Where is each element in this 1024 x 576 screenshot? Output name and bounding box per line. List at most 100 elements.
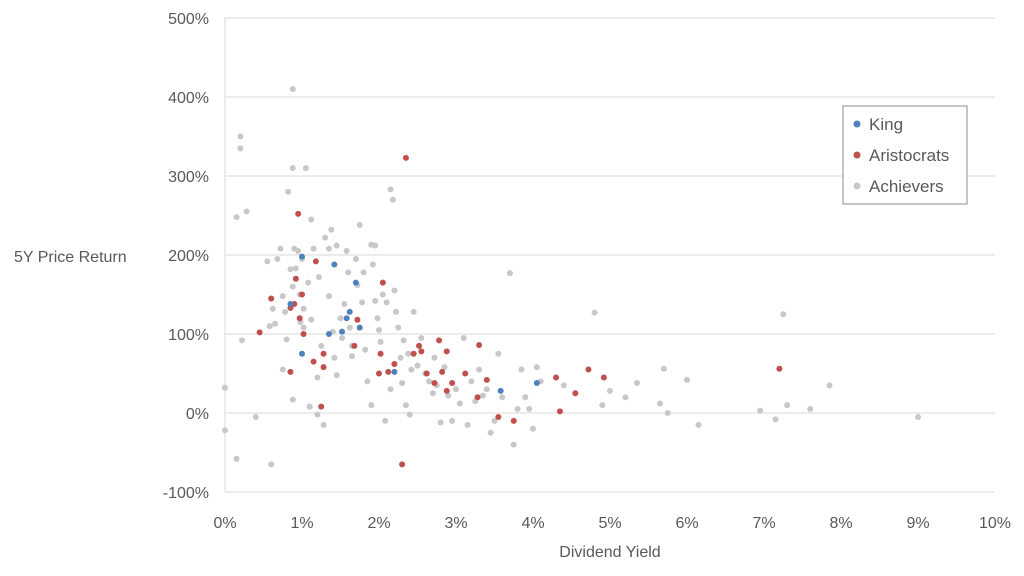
point-achievers [464, 421, 471, 428]
point-aristocrats [416, 342, 423, 349]
point-aristocrats [776, 365, 783, 372]
point-achievers [269, 305, 276, 312]
x-tick-label: 7% [752, 515, 775, 532]
point-aristocrats [320, 364, 327, 371]
point-achievers [359, 299, 366, 306]
point-achievers [368, 402, 375, 409]
point-achievers [300, 324, 307, 331]
point-aristocrats [312, 258, 319, 265]
point-aristocrats [483, 376, 490, 383]
point-achievers [405, 350, 412, 357]
point-achievers [437, 419, 444, 426]
point-achievers [395, 324, 402, 331]
point-aristocrats [436, 337, 443, 344]
point-achievers [302, 165, 309, 172]
point-achievers [518, 366, 525, 373]
point-achievers [780, 311, 787, 318]
point-achievers [772, 416, 779, 423]
point-aristocrats [443, 348, 450, 355]
point-achievers [431, 354, 438, 361]
point-achievers [333, 242, 340, 249]
point-achievers [328, 226, 335, 233]
point-aristocrats [310, 358, 317, 365]
point-aristocrats [462, 370, 469, 377]
point-achievers [383, 299, 390, 306]
point-achievers [222, 384, 228, 391]
point-achievers [695, 421, 702, 428]
point-king [331, 261, 338, 268]
point-aristocrats [385, 368, 392, 375]
point-achievers [233, 214, 240, 221]
point-achievers [414, 362, 421, 369]
x-axis-title: Dividend Yield [559, 544, 660, 561]
point-aristocrats [292, 275, 299, 282]
point-achievers [285, 188, 292, 195]
x-tick-label: 0% [213, 515, 236, 532]
point-aristocrats [391, 361, 398, 368]
point-achievers [292, 265, 299, 272]
point-achievers [664, 410, 671, 416]
point-achievers [289, 396, 296, 403]
x-tick-label: 1% [290, 515, 313, 532]
gridlines [225, 17, 995, 493]
point-achievers [352, 255, 359, 262]
point-achievers [372, 242, 379, 249]
point-aristocrats [585, 366, 592, 373]
point-achievers [379, 291, 386, 298]
x-tick-label: 9% [906, 515, 929, 532]
point-achievers [279, 366, 286, 373]
point-aristocrats [318, 403, 325, 410]
point-achievers [826, 382, 833, 389]
point-aristocrats [296, 315, 303, 322]
point-achievers [310, 245, 317, 252]
point-achievers [684, 376, 690, 383]
point-achievers [391, 287, 398, 294]
point-achievers [449, 417, 456, 424]
point-achievers [283, 336, 290, 343]
point-achievers [349, 353, 356, 360]
point-achievers [522, 394, 529, 401]
point-achievers [533, 364, 540, 371]
point-achievers [314, 374, 321, 381]
point-achievers [343, 248, 350, 255]
point-achievers [479, 392, 486, 399]
point-achievers [530, 425, 536, 432]
legend-marker-aristocrats [853, 151, 861, 159]
point-achievers [456, 400, 463, 407]
legend-label-achievers: Achievers [869, 177, 944, 196]
point-achievers [445, 392, 452, 399]
point-achievers [807, 406, 814, 413]
point-achievers [441, 364, 448, 371]
point-achievers [337, 315, 344, 322]
point-achievers [339, 334, 346, 341]
point-achievers [243, 208, 250, 215]
point-aristocrats [376, 370, 382, 377]
point-achievers [526, 406, 533, 413]
point-king [299, 350, 305, 357]
point-achievers [369, 261, 376, 268]
data-points [222, 86, 921, 468]
point-achievers [356, 221, 363, 228]
point-aristocrats [295, 210, 302, 217]
point-achievers [633, 379, 640, 386]
point-achievers [418, 334, 425, 341]
point-achievers [402, 402, 409, 409]
point-aristocrats [320, 350, 327, 357]
point-achievers [308, 216, 315, 223]
point-king [497, 387, 504, 394]
point-king [287, 300, 294, 307]
point-achievers [237, 145, 244, 152]
point-achievers [410, 308, 417, 315]
point-achievers [289, 86, 296, 93]
point-king [391, 368, 398, 375]
legend-box [842, 105, 968, 205]
point-achievers [660, 365, 667, 372]
y-tick-label: 500% [168, 11, 209, 28]
point-aristocrats [476, 342, 483, 349]
point-achievers [499, 394, 506, 401]
point-achievers [266, 323, 273, 330]
point-achievers [320, 421, 327, 428]
point-aristocrats [572, 390, 579, 397]
point-achievers [591, 309, 598, 316]
point-achievers [333, 372, 340, 379]
